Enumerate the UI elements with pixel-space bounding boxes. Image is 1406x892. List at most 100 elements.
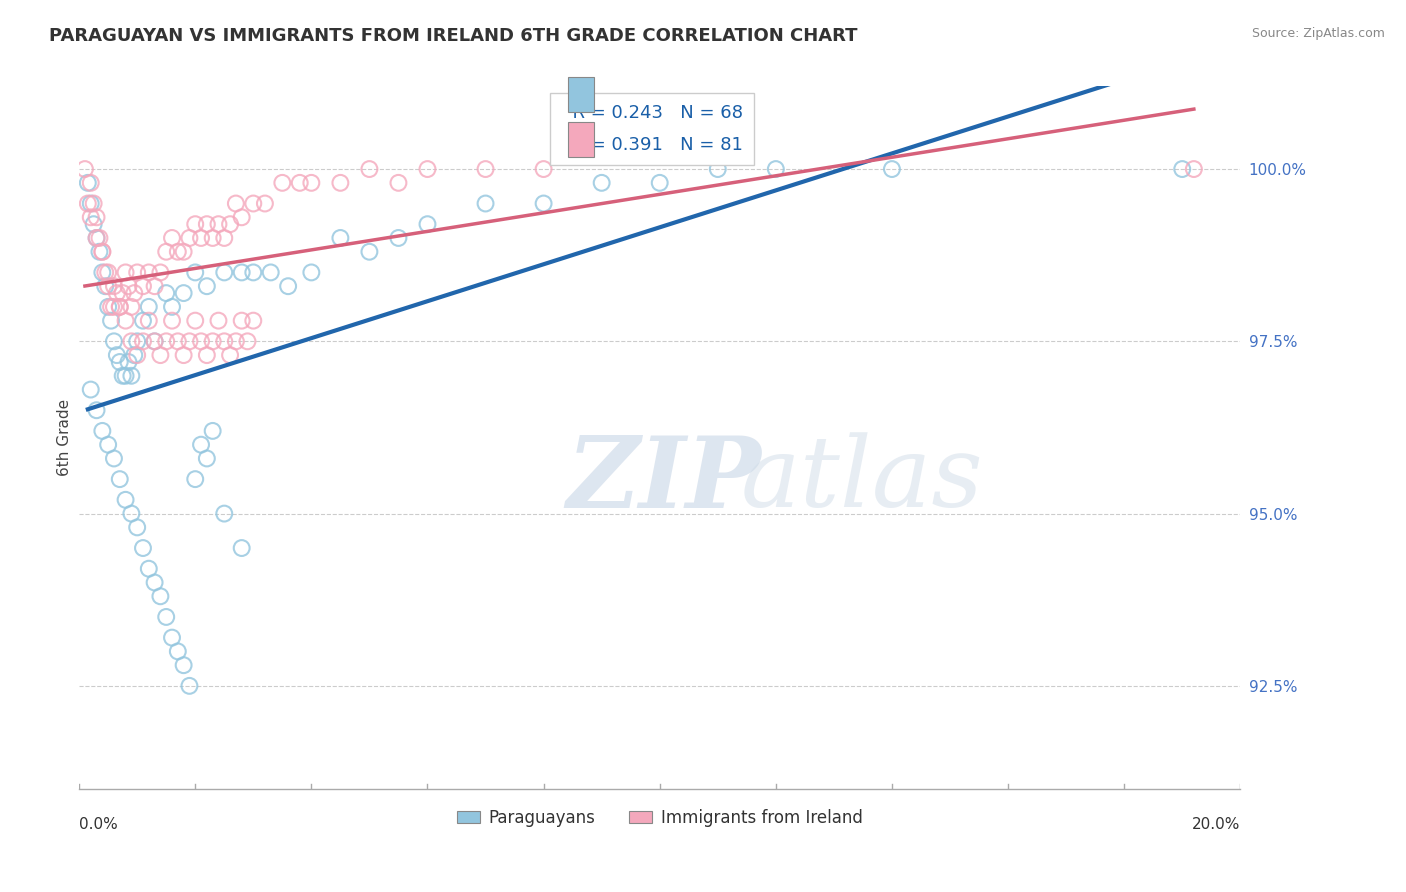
Point — [416, 217, 439, 231]
Point — [76, 196, 98, 211]
Point — [184, 265, 207, 279]
Point — [103, 451, 125, 466]
Point — [120, 334, 142, 349]
Point — [184, 217, 207, 231]
Point — [132, 334, 155, 349]
Point — [132, 313, 155, 327]
Point — [765, 162, 787, 177]
Point — [138, 265, 160, 279]
Point — [91, 244, 114, 259]
Point — [138, 562, 160, 576]
Point — [242, 196, 264, 211]
Point — [184, 313, 207, 327]
Point — [201, 231, 224, 245]
Point — [236, 334, 259, 349]
Point — [533, 196, 555, 211]
Point — [214, 334, 236, 349]
Point — [91, 244, 114, 259]
Point — [195, 279, 218, 293]
Point — [225, 334, 247, 349]
Point — [253, 196, 276, 211]
Point — [173, 244, 195, 259]
Point — [190, 231, 212, 245]
Point — [138, 300, 160, 314]
Point — [108, 300, 131, 314]
Text: 20.0%: 20.0% — [1192, 817, 1240, 832]
Point — [103, 279, 125, 293]
Point — [242, 265, 264, 279]
Point — [231, 265, 253, 279]
Point — [219, 348, 242, 362]
Point — [108, 355, 131, 369]
Point — [880, 162, 903, 177]
Point — [120, 368, 142, 383]
Point — [201, 334, 224, 349]
Point — [160, 300, 183, 314]
Point — [190, 438, 212, 452]
Point — [108, 472, 131, 486]
Point — [83, 217, 105, 231]
Point — [105, 348, 128, 362]
Point — [83, 196, 105, 211]
Point — [132, 541, 155, 555]
Point — [86, 211, 108, 225]
Point — [416, 162, 439, 177]
Point — [105, 286, 128, 301]
Point — [86, 231, 108, 245]
Point — [299, 265, 322, 279]
Point — [89, 244, 111, 259]
Point — [86, 231, 108, 245]
Point — [97, 279, 120, 293]
Point — [387, 231, 409, 245]
Point — [114, 313, 136, 327]
Point — [111, 368, 134, 383]
Point — [149, 265, 172, 279]
Point — [277, 279, 299, 293]
Point — [76, 176, 98, 190]
Point — [166, 244, 188, 259]
Point — [127, 334, 149, 349]
Point — [124, 286, 146, 301]
Point — [329, 176, 352, 190]
Point — [143, 334, 166, 349]
Point — [127, 348, 149, 362]
Point — [359, 244, 381, 259]
Point — [214, 231, 236, 245]
Point — [80, 383, 103, 397]
Point — [195, 217, 218, 231]
Text: atlas: atlas — [741, 433, 984, 527]
Point — [117, 355, 139, 369]
Point — [149, 589, 172, 603]
Text: ZIP: ZIP — [567, 432, 762, 528]
Point — [329, 231, 352, 245]
Point — [127, 520, 149, 534]
Point — [143, 334, 166, 349]
Legend: Paraguayans, Immigrants from Ireland: Paraguayans, Immigrants from Ireland — [450, 802, 869, 834]
Point — [231, 313, 253, 327]
Point — [214, 265, 236, 279]
Point — [160, 313, 183, 327]
Point — [1171, 162, 1194, 177]
Point — [73, 162, 96, 177]
Point — [117, 279, 139, 293]
Point — [89, 231, 111, 245]
Point — [591, 176, 613, 190]
Point — [149, 348, 172, 362]
Point — [648, 176, 671, 190]
Point — [195, 348, 218, 362]
Point — [97, 438, 120, 452]
Point — [166, 644, 188, 658]
Point — [299, 176, 322, 190]
Point — [80, 196, 103, 211]
Point — [179, 231, 201, 245]
Point — [160, 631, 183, 645]
Point — [190, 334, 212, 349]
Point — [173, 658, 195, 673]
Point — [533, 162, 555, 177]
FancyBboxPatch shape — [568, 78, 593, 112]
Point — [1182, 162, 1205, 177]
Point — [195, 451, 218, 466]
Point — [80, 211, 103, 225]
Point — [173, 286, 195, 301]
Point — [474, 196, 496, 211]
